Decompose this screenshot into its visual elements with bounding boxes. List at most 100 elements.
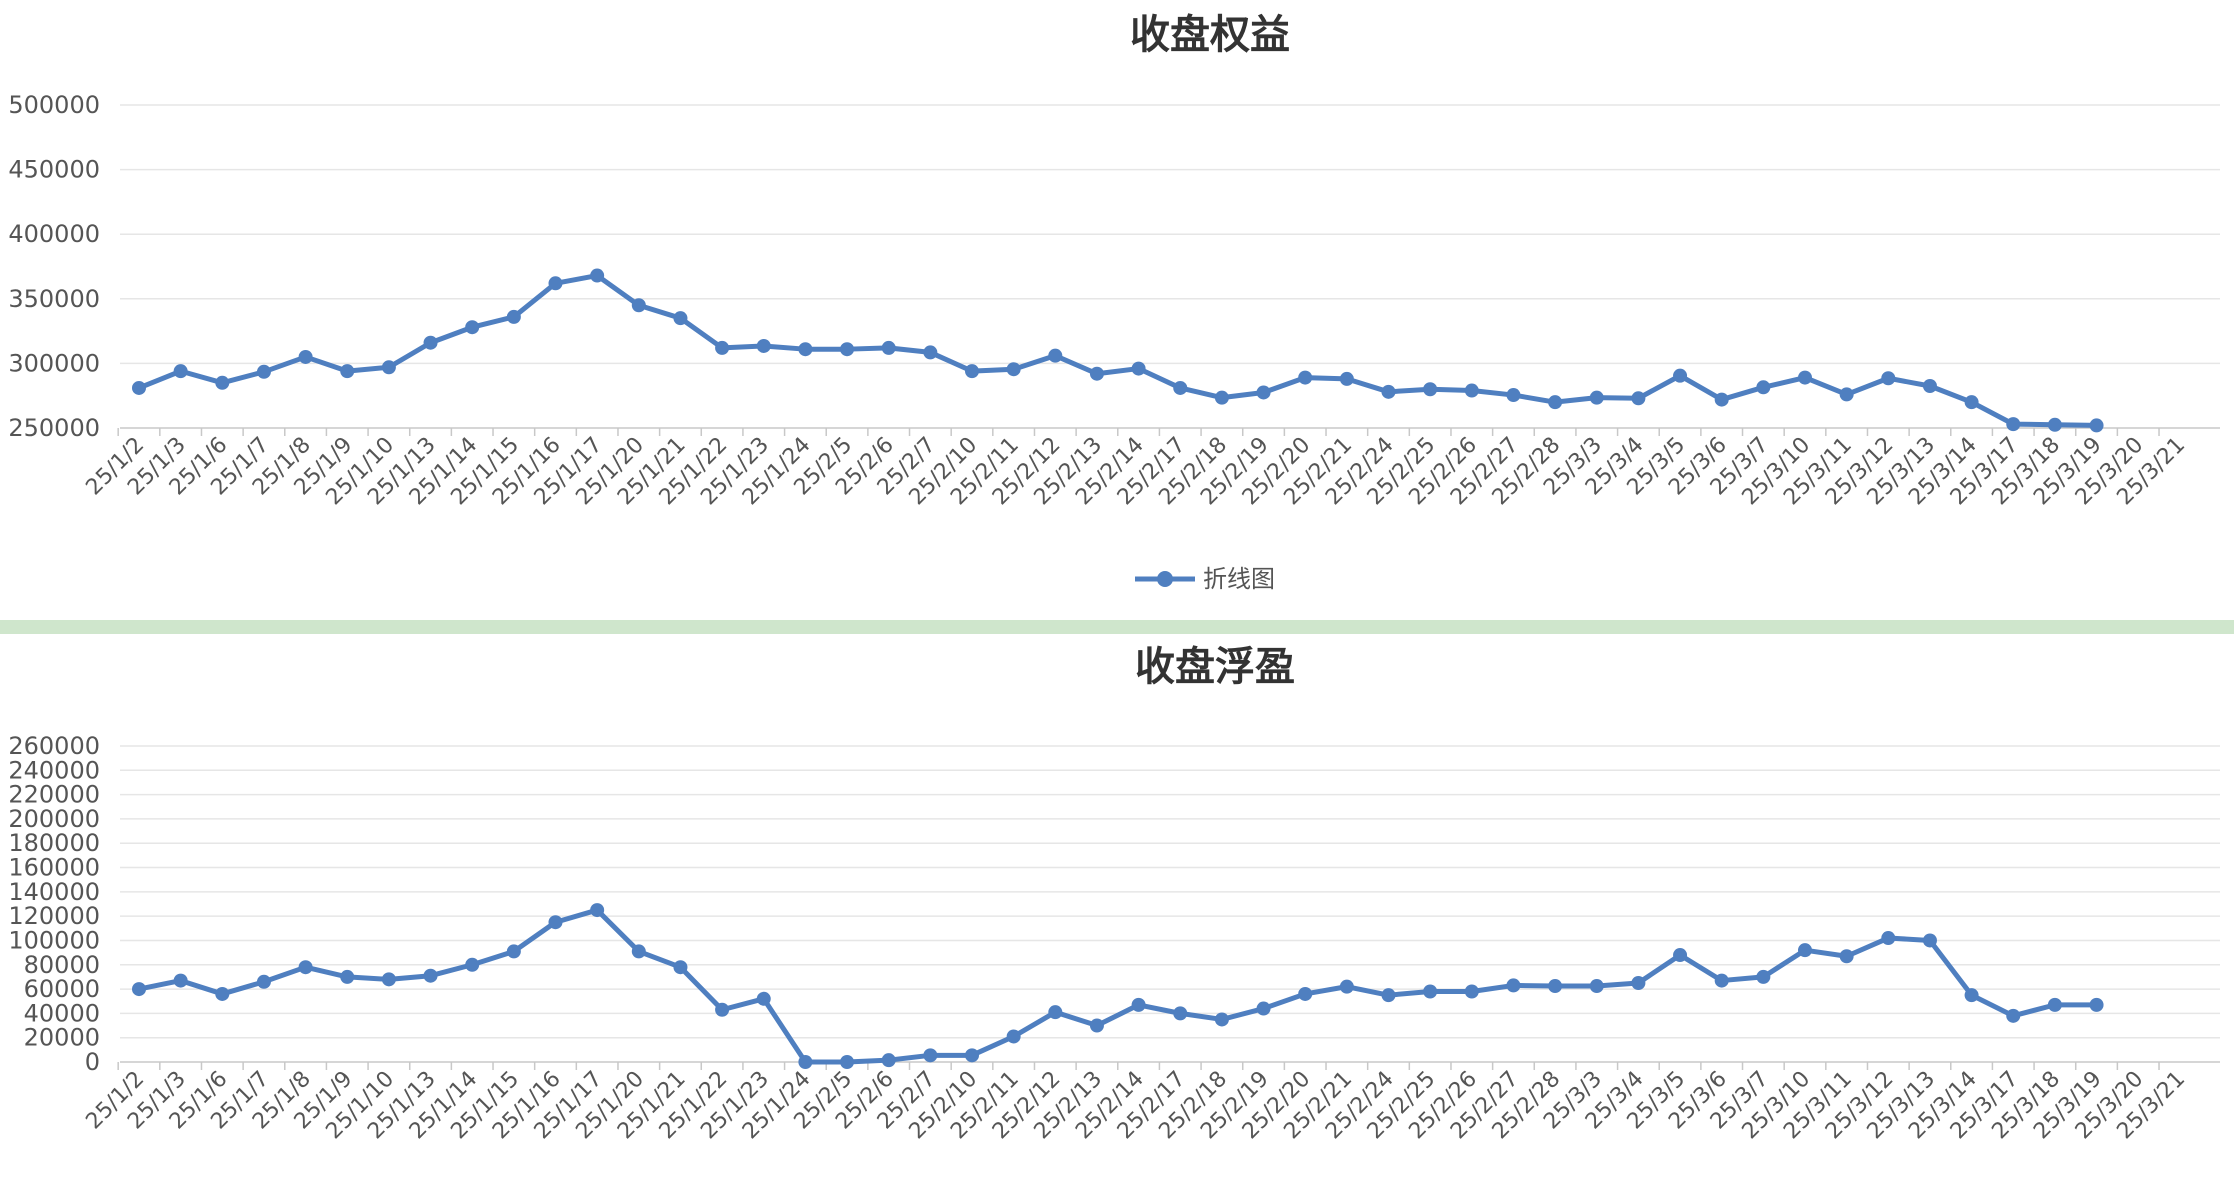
data-point xyxy=(1298,370,1313,385)
y-tick-label: 200000 xyxy=(8,805,100,833)
data-point xyxy=(423,335,438,350)
data-point xyxy=(1922,379,1937,394)
equity-chart: 收盘权益 250000 300000 350000 400000 450000 50000… xyxy=(8,12,2220,593)
data-point xyxy=(965,364,979,379)
y-tick-label: 0 xyxy=(85,1048,100,1076)
y-tick-label: 400000 xyxy=(8,220,100,248)
chart-title: 收盘浮盈 xyxy=(1135,644,1295,690)
data-point xyxy=(631,944,646,959)
data-point xyxy=(881,340,896,355)
y-axis: 250000 300000 350000 400000 450000 500000 xyxy=(8,91,100,442)
data-point xyxy=(1964,988,1979,1003)
y-tick-label: 240000 xyxy=(8,756,100,784)
data-point xyxy=(1881,931,1896,946)
data-point xyxy=(1589,390,1604,405)
data-point xyxy=(923,345,938,360)
data-point xyxy=(1256,1001,1271,1016)
data-point xyxy=(298,349,313,364)
floating-profit-chart: 收盘浮盈 02000040000600008000010000012000014… xyxy=(8,644,2220,1144)
data-point xyxy=(881,1053,896,1068)
y-tick-label: 80000 xyxy=(24,951,100,979)
data-point xyxy=(590,903,605,918)
data-point xyxy=(631,298,646,313)
data-point xyxy=(340,364,355,379)
data-point xyxy=(1798,943,1812,958)
data-point xyxy=(1256,385,1271,400)
data-point xyxy=(2006,1008,2021,1023)
data-point xyxy=(715,1002,730,1017)
gridlines xyxy=(120,745,2220,1063)
data-point xyxy=(1339,979,1354,994)
data-point xyxy=(2006,417,2021,432)
data-point xyxy=(1839,387,1854,402)
data-point xyxy=(548,276,563,291)
y-tick-label: 250000 xyxy=(8,414,100,442)
data-point xyxy=(548,915,563,930)
data-point xyxy=(1839,949,1854,964)
data-point xyxy=(1298,986,1313,1001)
data-point xyxy=(673,960,688,975)
data-point xyxy=(1048,1005,1063,1020)
y-tick-label: 140000 xyxy=(8,878,100,906)
data-point xyxy=(756,338,771,353)
data-point xyxy=(923,1048,938,1063)
data-point xyxy=(173,973,188,988)
data-point xyxy=(798,1055,813,1069)
legend-label: 折线图 xyxy=(1203,565,1275,593)
data-point xyxy=(1506,388,1521,403)
data-point xyxy=(1006,1029,1021,1044)
data-point xyxy=(132,982,146,997)
y-tick-label: 60000 xyxy=(24,975,100,1003)
y-axis: 0200004000060000800001000001200001400001… xyxy=(8,732,100,1076)
y-tick-label: 180000 xyxy=(8,829,100,857)
data-point xyxy=(1006,362,1021,377)
data-point xyxy=(1506,978,1521,993)
data-point xyxy=(1589,979,1604,994)
data-point xyxy=(715,340,730,355)
data-point xyxy=(840,1055,855,1069)
data-point xyxy=(1756,380,1771,395)
y-tick-label: 500000 xyxy=(8,91,100,119)
data-point xyxy=(965,1048,979,1063)
data-point xyxy=(423,968,438,983)
data-point xyxy=(132,380,146,395)
data-point xyxy=(256,364,271,379)
data-point xyxy=(1214,390,1229,405)
data-point xyxy=(590,268,605,283)
data-point xyxy=(1714,973,1729,988)
data-point xyxy=(1548,395,1563,410)
y-tick-label: 350000 xyxy=(8,285,100,313)
series-line xyxy=(132,903,2104,1069)
data-point xyxy=(381,360,396,375)
data-point xyxy=(506,944,521,959)
data-point xyxy=(215,986,230,1001)
data-point xyxy=(673,311,688,326)
y-tick-label: 220000 xyxy=(8,781,100,809)
chart-divider xyxy=(0,620,2234,634)
chart-title: 收盘权益 xyxy=(1130,12,1290,58)
data-point xyxy=(1673,948,1688,963)
data-point xyxy=(1922,933,1937,948)
data-point xyxy=(1089,1018,1104,1033)
series-path xyxy=(136,273,2100,428)
data-point xyxy=(215,375,230,390)
data-point xyxy=(1381,384,1396,399)
data-point xyxy=(1423,382,1438,397)
series-line xyxy=(132,268,2104,433)
data-point xyxy=(1173,380,1188,395)
legend-marker-icon xyxy=(1157,571,1173,587)
x-axis: 25/1/225/1/325/1/625/1/725/1/825/1/925/1… xyxy=(81,1062,2190,1144)
y-tick-label: 120000 xyxy=(8,902,100,930)
data-point xyxy=(1423,984,1438,999)
data-point xyxy=(2089,418,2104,433)
data-point xyxy=(1631,391,1646,406)
data-point xyxy=(2089,997,2104,1012)
data-point xyxy=(1964,395,1979,410)
data-point xyxy=(298,960,313,975)
data-point xyxy=(173,364,188,379)
y-tick-label: 160000 xyxy=(8,854,100,882)
y-tick-label: 260000 xyxy=(8,732,100,760)
data-point xyxy=(1464,383,1479,398)
data-point xyxy=(1131,997,1146,1012)
y-tick-label: 40000 xyxy=(24,999,100,1027)
